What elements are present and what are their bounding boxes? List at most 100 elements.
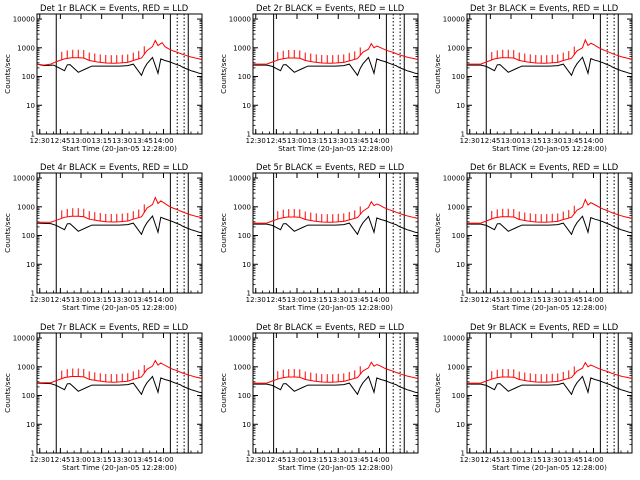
y-tick-label: 1000 <box>447 44 465 52</box>
x-tick-label: 12:45 <box>50 296 70 304</box>
y-tick-label: 1000 <box>447 203 465 211</box>
series-line-events <box>253 375 419 396</box>
x-tick-label: 13:15 <box>92 137 112 145</box>
x-tick-label: 12:45 <box>480 456 500 464</box>
x-tick-label: 12:30 <box>246 137 266 145</box>
series-line-lld <box>37 196 203 223</box>
y-tick-label: 10 <box>26 102 35 110</box>
x-tick-label: 13:15 <box>522 137 542 145</box>
x-tick-label: 14:00 <box>369 456 389 464</box>
y-tick-label: 100 <box>238 73 251 81</box>
x-tick-label: 13:00 <box>501 296 521 304</box>
x-tick-label: 13:00 <box>71 296 91 304</box>
y-tick-label: 10000 <box>443 175 465 183</box>
y-tick-label: 10000 <box>13 175 35 183</box>
y-tick-label: 10000 <box>229 16 251 24</box>
chart-panel-6: Det 6r BLACK = Events, RED = LLD 1 10 100 10… <box>433 162 633 312</box>
x-tick-label: 13:00 <box>501 137 521 145</box>
y-tick-label: 10 <box>456 261 465 269</box>
y-tick-label: 1000 <box>17 44 35 52</box>
series-line-events <box>36 214 203 236</box>
chart-title: Det 2r BLACK = Events, RED = LLD <box>256 3 404 13</box>
x-tick-label: 14:00 <box>583 456 603 464</box>
series-line-events <box>467 56 633 77</box>
y-tick-label: 10 <box>26 261 35 269</box>
x-tick-label: 13:45 <box>349 296 369 304</box>
y-tick-label: 100 <box>22 392 35 400</box>
chart-panel-8: Det 8r BLACK = Events, RED = LLD 1 10 100 10… <box>219 322 419 472</box>
chart-title: Det 8r BLACK = Events, RED = LLD <box>256 322 404 332</box>
x-tick-label: 13:15 <box>92 296 112 304</box>
x-axis-label: Start Time (20-Jan-05 12:28:00) <box>492 303 607 312</box>
x-tick-label: 12:45 <box>480 137 500 145</box>
series-line-events <box>253 215 419 236</box>
x-tick-label: 14:00 <box>369 296 389 304</box>
y-tick-label: 10 <box>242 261 251 269</box>
x-tick-label: 13:30 <box>542 296 562 304</box>
x-tick-label: 12:45 <box>266 137 286 145</box>
x-tick-label: 13:30 <box>328 296 348 304</box>
plot-frame <box>252 13 419 135</box>
x-axis-label: Start Time (20-Jan-05 12:28:00) <box>278 303 393 312</box>
series-line-events <box>467 375 633 396</box>
x-tick-label: 13:30 <box>328 456 348 464</box>
x-tick-label: 12:30 <box>460 456 480 464</box>
y-tick-label: 10000 <box>13 16 35 24</box>
x-tick-label: 13:45 <box>133 137 153 145</box>
chart-panel-3: Det 3r BLACK = Events, RED = LLD 1 10 100 10… <box>433 3 633 153</box>
chart-panel-5: Det 5r BLACK = Events, RED = LLD 1 10 100 10… <box>219 162 419 312</box>
x-tick-label: 13:45 <box>563 296 583 304</box>
x-tick-label: 12:30 <box>30 296 50 304</box>
y-tick-label: 100 <box>238 232 251 240</box>
chart-title: Det 9r BLACK = Events, RED = LLD <box>470 322 618 332</box>
y-tick-label: 1 <box>247 450 251 458</box>
plot-frame <box>36 172 203 294</box>
chart-panel-2: Det 2r BLACK = Events, RED = LLD 1 10 100 10… <box>219 3 419 153</box>
x-tick-label: 13:15 <box>308 296 328 304</box>
x-tick-label: 13:30 <box>112 137 132 145</box>
series-line-lld <box>36 39 203 66</box>
y-tick-label: 1 <box>461 131 465 139</box>
x-tick-label: 13:15 <box>308 137 328 145</box>
x-tick-label: 12:30 <box>30 137 50 145</box>
plot-frame <box>252 332 419 454</box>
chart-panel-9: Det 9r BLACK = Events, RED = LLD 1 10 100 10… <box>433 322 633 472</box>
x-tick-label: 14:00 <box>583 296 603 304</box>
plot-frame <box>36 13 203 135</box>
y-tick-label: 1000 <box>17 203 35 211</box>
chart-title: Det 6r BLACK = Events, RED = LLD <box>470 162 618 172</box>
y-tick-label: 100 <box>452 73 465 81</box>
series-line-lld <box>37 359 203 384</box>
x-tick-label: 13:00 <box>287 456 307 464</box>
x-tick-label: 12:45 <box>266 296 286 304</box>
x-tick-label: 14:00 <box>153 456 173 464</box>
x-tick-label: 13:00 <box>287 137 307 145</box>
y-tick-label: 1000 <box>233 203 251 211</box>
x-tick-label: 12:45 <box>50 456 70 464</box>
y-tick-label: 1 <box>247 131 251 139</box>
x-tick-label: 13:00 <box>71 137 91 145</box>
y-tick-label: 10000 <box>229 335 251 343</box>
x-tick-label: 13:45 <box>133 456 153 464</box>
series-line-lld <box>253 42 419 65</box>
x-tick-label: 14:00 <box>153 137 173 145</box>
plot-frame <box>36 332 203 454</box>
x-axis-label: Start Time (20-Jan-05 12:28:00) <box>62 463 177 472</box>
y-tick-label: 1000 <box>17 363 35 371</box>
chart-title: Det 3r BLACK = Events, RED = LLD <box>470 3 618 13</box>
series-line-events <box>253 56 419 77</box>
series-line-lld <box>253 361 419 384</box>
x-tick-label: 13:00 <box>71 456 91 464</box>
series-line-lld <box>253 200 419 224</box>
x-tick-label: 13:30 <box>542 137 562 145</box>
x-tick-label: 13:30 <box>328 137 348 145</box>
series-line-events <box>36 375 203 396</box>
chart-title: Det 7r BLACK = Events, RED = LLD <box>40 322 188 332</box>
x-axis-label: Start Time (20-Jan-05 12:28:00) <box>62 144 177 153</box>
y-tick-label: 100 <box>452 232 465 240</box>
x-axis-label: Start Time (20-Jan-05 12:28:00) <box>278 463 393 472</box>
plot-frame <box>252 172 419 294</box>
y-tick-label: 10 <box>26 421 35 429</box>
x-tick-label: 13:30 <box>112 296 132 304</box>
